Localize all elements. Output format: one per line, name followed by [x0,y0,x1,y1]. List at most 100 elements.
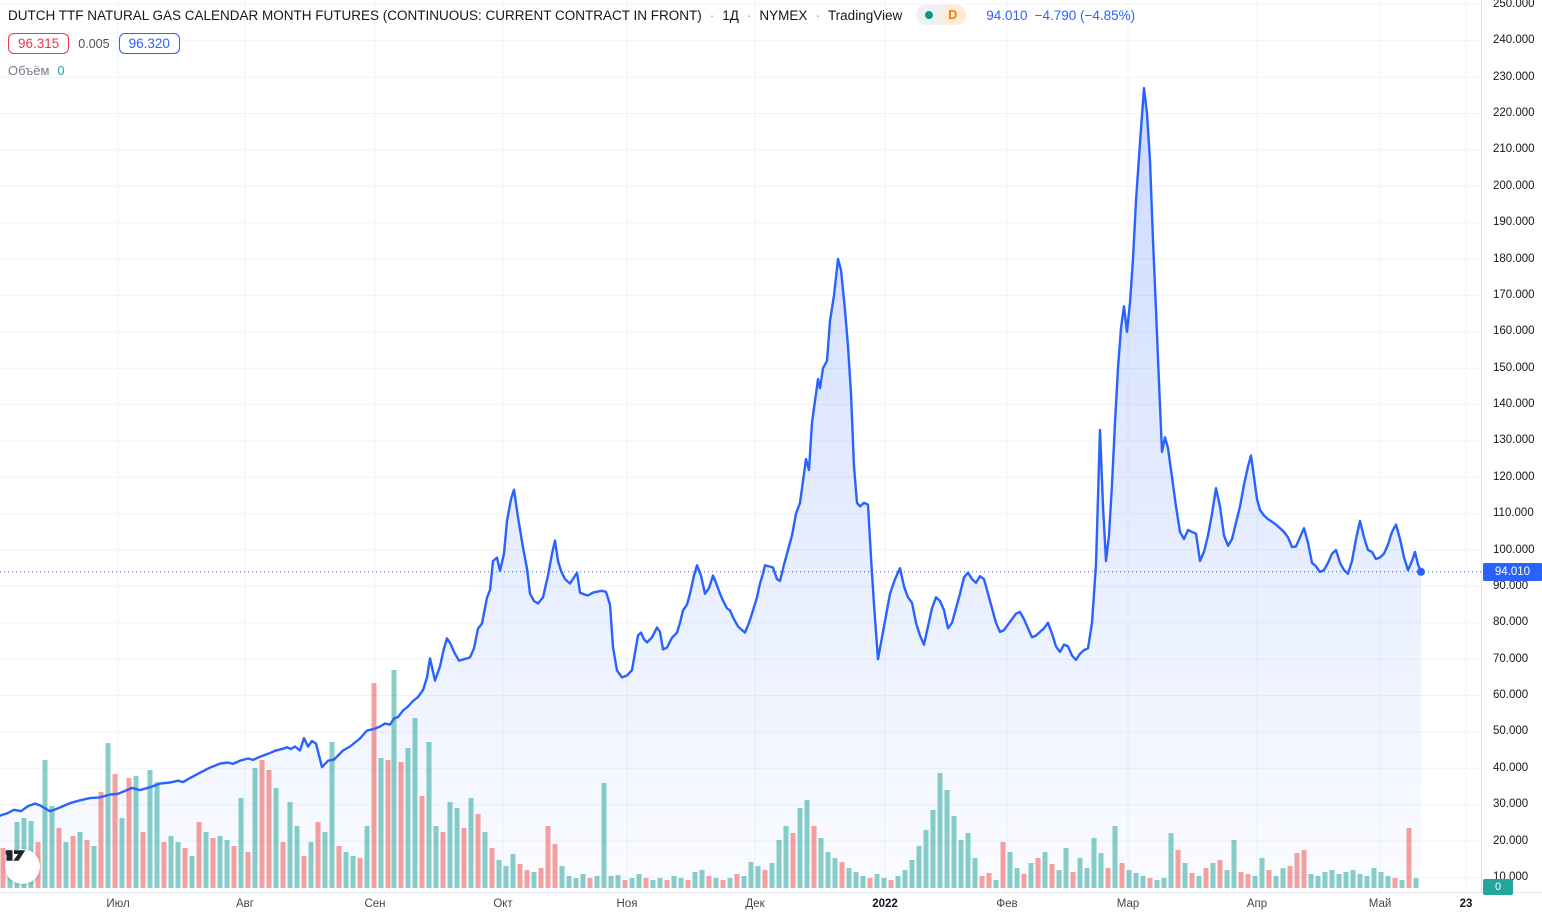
volume-bar-up [329,742,335,888]
price-axis-label: 140.000 [1493,398,1535,411]
volume-bar-up [154,782,160,888]
volume-bar-down [336,846,342,888]
volume-bar-down [196,822,202,888]
volume-bar-down [1294,853,1300,888]
volume-bar-up [909,860,915,888]
volume-bar-down [762,870,768,888]
time-axis-label: Сен [364,898,386,910]
volume-bar-up [1350,870,1356,888]
volume-bar-up [1371,868,1377,888]
price-chart-svg [0,0,1481,892]
chart-pane[interactable]: DUTCH TTF NATURAL GAS CALENDAR MONTH FUT… [0,0,1481,892]
volume-label[interactable]: Объём [8,63,50,78]
volume-bar-down [315,822,321,888]
volume-bar-down [664,880,670,888]
volume-bar-up [930,810,936,888]
tradingview-logo[interactable] [5,849,40,884]
volume-bar-down [126,778,132,888]
volume-bar-up [1385,876,1391,888]
volume-bar-up [412,718,418,888]
volume-bar-up [559,866,565,888]
volume-bar-up [678,878,684,888]
area-fill-path [0,88,1421,889]
volume-bar-up [1357,874,1363,888]
area-fill [0,88,1421,889]
volume-bar-up [951,816,957,888]
volume-bar-up [1042,852,1048,888]
volume-bar-up [1091,838,1097,888]
volume-bar-up [993,880,999,888]
separator: · [746,7,752,23]
volume-bar-down [706,876,712,888]
volume-bar-up [203,832,209,888]
volume-bar-up [1028,863,1034,888]
volume-bar-up [1084,868,1090,888]
ask-button[interactable]: 96.320 [118,33,180,54]
volume-bar-down [259,760,265,888]
volume-bar-up [405,748,411,888]
volume-bar-down [1406,828,1412,888]
time-axis-label: Окт [493,898,513,910]
volume-bar-up [1014,868,1020,888]
symbol-title[interactable]: DUTCH TTF NATURAL GAS CALENDAR MONTH FUT… [8,7,702,23]
volume-bar-down [1021,874,1027,888]
price-axis-label: 150.000 [1493,361,1535,374]
volume-bar-up [1182,863,1188,888]
volume-bar-up [923,830,929,888]
volume-bar-up [63,842,69,888]
volume-bar-up [119,818,125,888]
volume-bar-up [1168,833,1174,888]
volume-bar-down [1119,863,1125,888]
volume-bar-down [524,870,530,888]
volume-bar-up [1133,873,1139,888]
price-axis-label: 230.000 [1493,70,1535,83]
volume-bar-up [895,876,901,888]
time-axis-label: Дек [745,898,765,910]
volume-bar-up [1231,840,1237,888]
volume-bar-up [1154,880,1160,888]
volume-bar-up [741,876,747,888]
volume-bar-up [818,838,824,888]
volume-bar-up [42,760,48,888]
volume-bar-down [538,868,544,888]
volume-bar-up [699,870,705,888]
time-axis[interactable]: Июл Авг Сен Окт Ноя Дек 2022 Фев Мар Апр Май 23 [0,892,1542,917]
volume-bar-up [755,866,761,888]
volume-bar-down [489,848,495,888]
bid-button[interactable]: 96.315 [8,33,70,54]
price-line-path [0,86,1423,817]
price-axis-label: 250.000 [1493,0,1535,10]
volume-bar-up [916,846,922,888]
price-axis-label: 30.000 [1493,798,1529,811]
market-status-badge[interactable]: D [916,5,967,25]
volume-bar-down [1238,872,1244,888]
volume-bar-up [594,876,600,888]
volume-bar-up [958,840,964,888]
volume-bar-down [1301,850,1307,888]
volume-bar-up [454,808,460,888]
volume-bar-down [1147,878,1153,888]
volume-bar-down [811,826,817,888]
volume-bar-up [1063,848,1069,888]
volume-bar-up [238,798,244,888]
exchange-label: NYMEX [759,7,808,23]
price-axis-label: 240.000 [1493,34,1535,47]
volume-bar-up [1196,876,1202,888]
separator: · [815,7,820,23]
price-axis-label: 40.000 [1493,761,1529,774]
price-axis-label: 120.000 [1493,470,1535,483]
price-axis-label: 70.000 [1493,652,1529,665]
volume-bar-up [364,826,370,888]
volume-bar-down [867,878,873,888]
volume-bar-up [874,874,880,888]
volume-bar-up [433,826,439,888]
price-axis[interactable]: 250.000 240.000 230.000 220.000 210.000 200.0… [1481,0,1542,895]
volume-bar-down [1105,868,1111,888]
interval-label[interactable]: 1Д [722,7,739,23]
volume-bar-down [1217,860,1223,888]
brand-label[interactable]: TradingView [827,7,903,23]
volume-bar-up [902,870,908,888]
price-axis-label: 220.000 [1493,107,1535,120]
volume-bar-down [1049,864,1055,888]
volume-bar-up [1308,874,1314,888]
